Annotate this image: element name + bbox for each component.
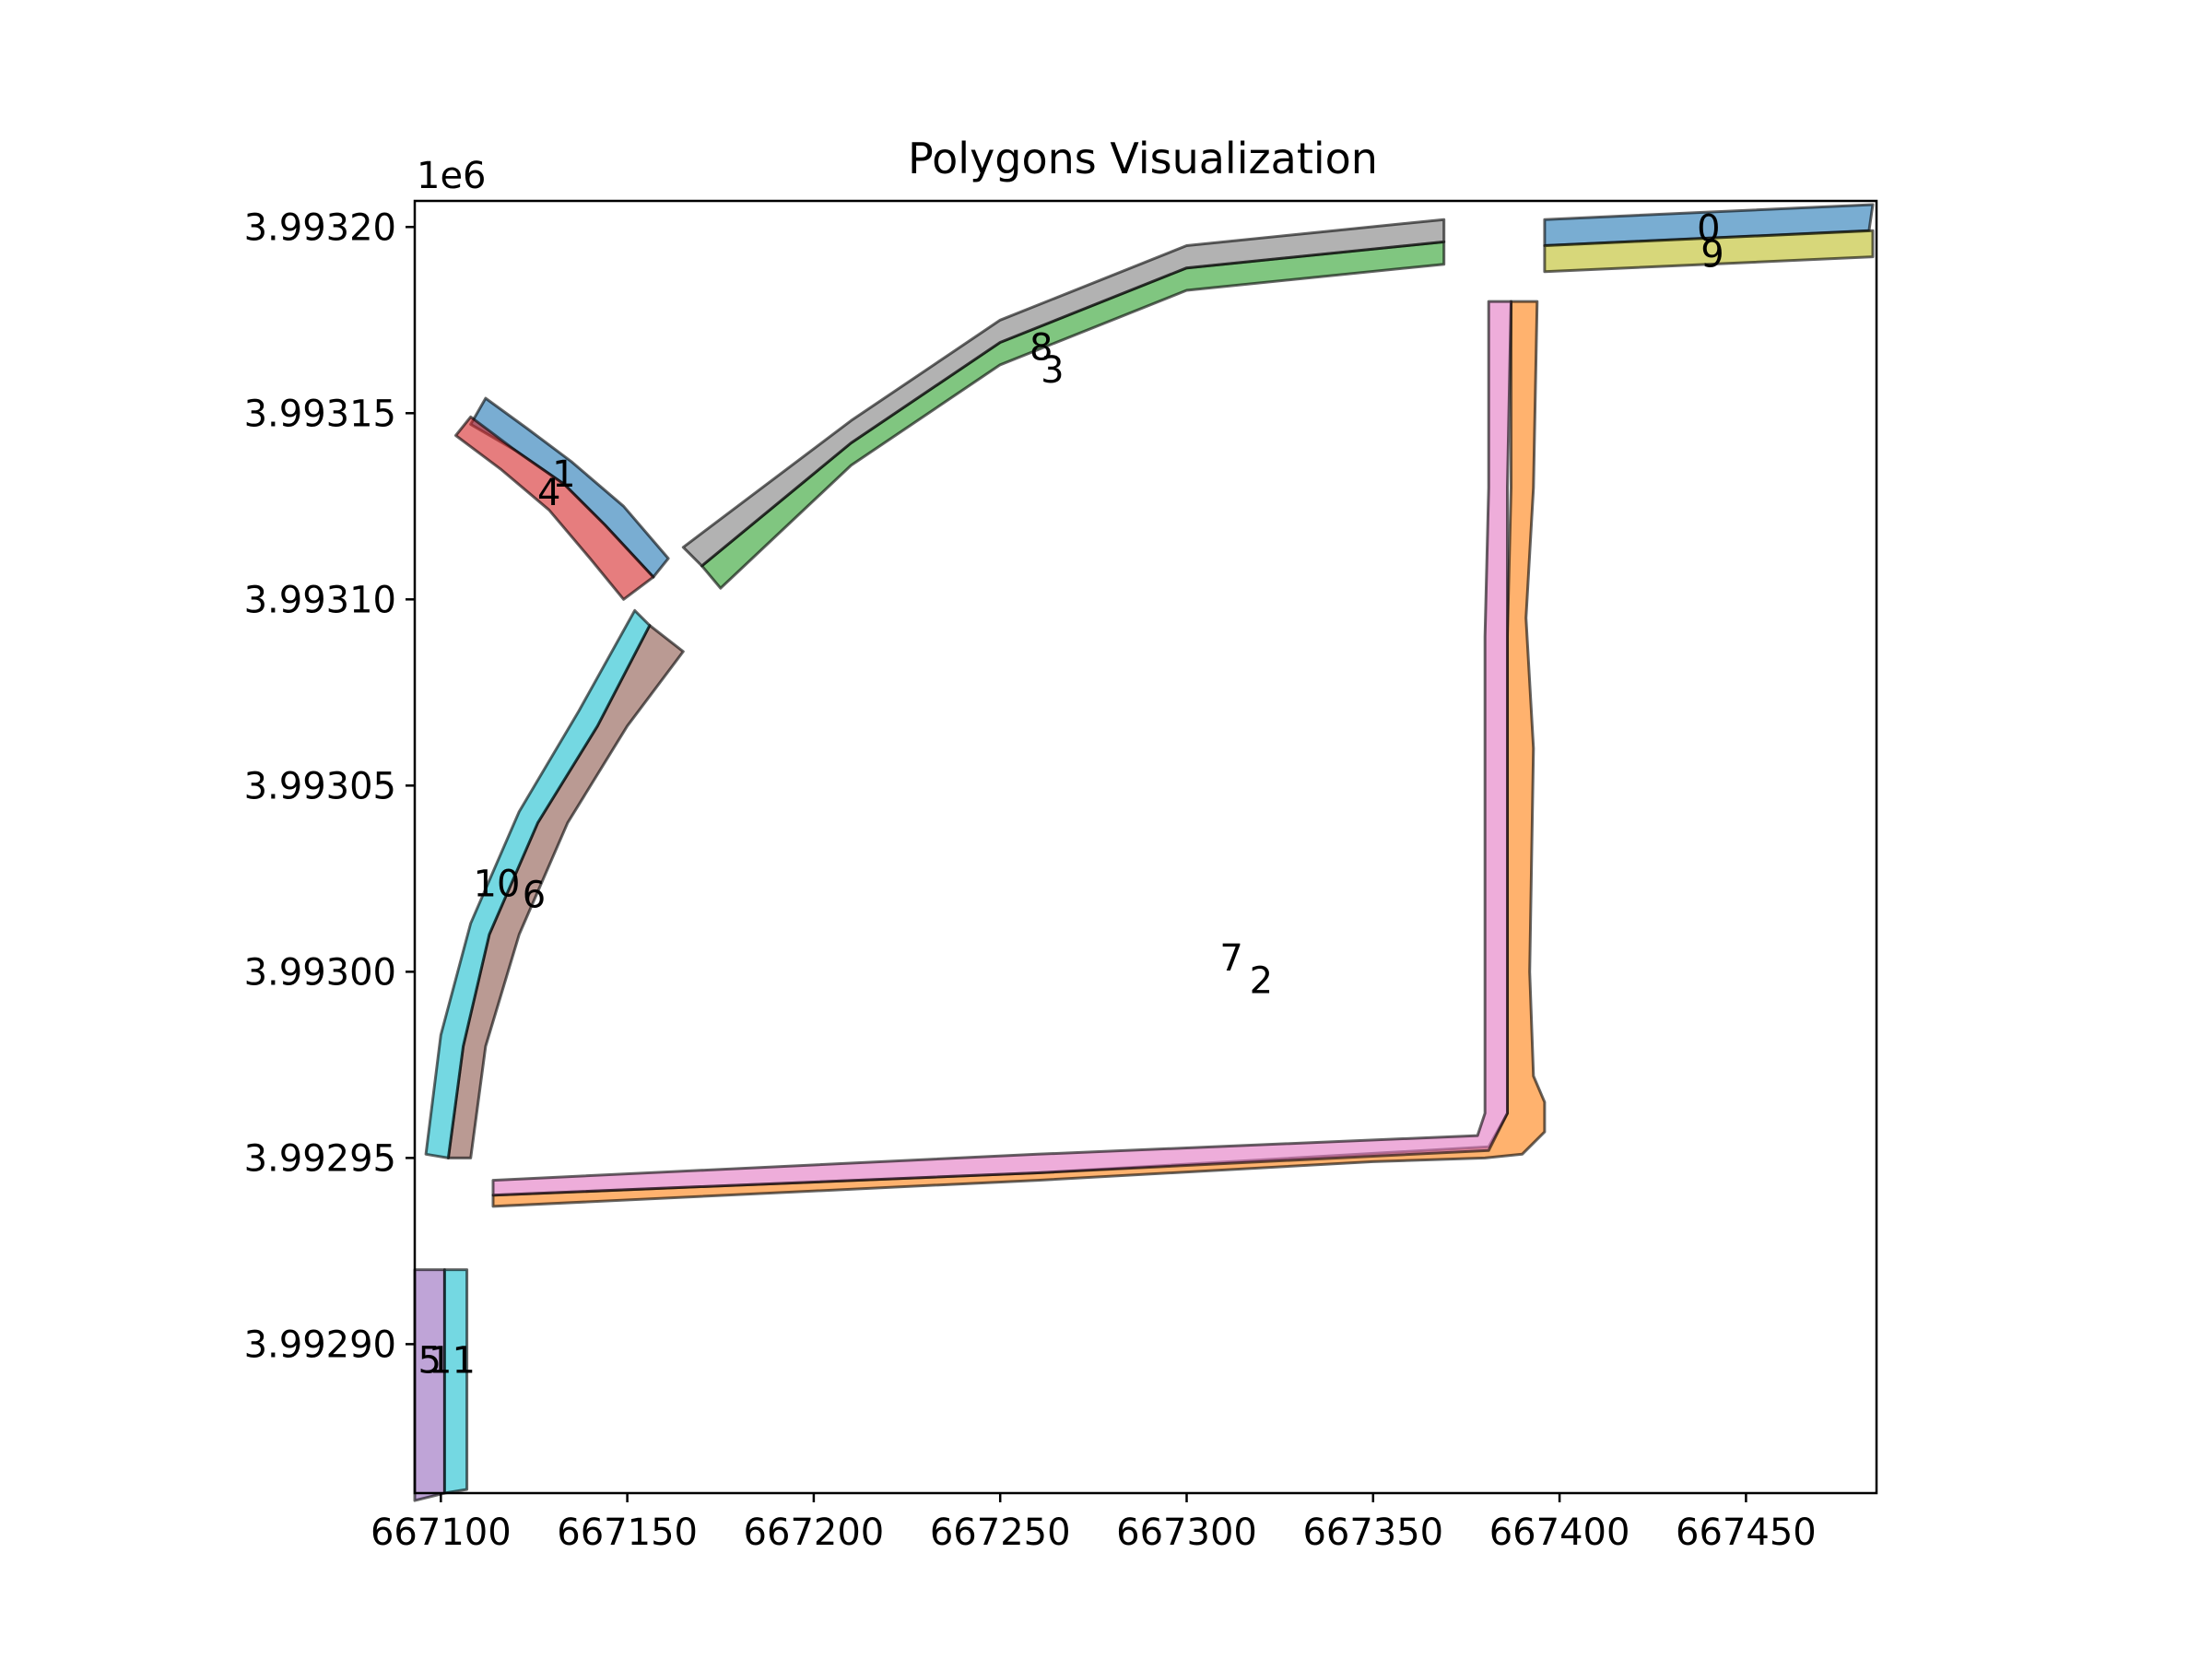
y-tick-label: 3.99290 (244, 1324, 396, 1366)
chart-title: Polygons Visualization (908, 134, 1378, 183)
x-tick-label: 667400 (1489, 1512, 1630, 1554)
plot-frame (413, 199, 1878, 1495)
polygon-layer (413, 203, 1875, 1502)
y-offset-label: 1e6 (417, 155, 487, 197)
polygon-label-5: 5 (418, 1340, 441, 1382)
polygon-label-layer: 0 1 2 3 4 5 6 7 8 9 10 11 (418, 207, 1724, 1382)
polygon-4 (454, 415, 655, 601)
polygon-9 (1543, 229, 1875, 274)
x-tick-label: 667200 (744, 1512, 885, 1554)
x-tick-label: 667150 (557, 1512, 698, 1554)
polygon-label-0: 0 (1697, 207, 1720, 250)
polygon-label-2: 2 (1250, 960, 1273, 1003)
y-tick-label: 3.99305 (244, 765, 396, 807)
polygon-label-6: 6 (523, 875, 546, 917)
polygon-8 (681, 218, 1446, 568)
polygon-label-8: 8 (1030, 327, 1053, 370)
x-axis: 667100 667150 667200 667250 667300 667350 6674… (371, 1493, 1817, 1554)
polygon-2 (491, 300, 1547, 1208)
polygon-label-11: 11 (429, 1340, 476, 1382)
x-tick-label: 667100 (371, 1512, 512, 1554)
y-tick-label: 3.99315 (244, 393, 396, 435)
y-tick-label: 3.99310 (244, 579, 396, 621)
polygon-label-10: 10 (474, 863, 521, 905)
x-tick-label: 667450 (1676, 1512, 1817, 1554)
y-tick-label: 3.99300 (244, 951, 396, 994)
y-axis: 3.99290 3.99295 3.99300 3.99305 3.99310 3.993… (244, 206, 415, 1366)
polygon-5 (413, 1268, 446, 1502)
x-tick-label: 667300 (1116, 1512, 1257, 1554)
x-tick-label: 667250 (930, 1512, 1071, 1554)
polygon-label-7: 7 (1219, 937, 1242, 980)
polygon-10 (424, 608, 652, 1159)
polygon-label-4: 4 (537, 472, 560, 514)
polygon-11 (442, 1268, 469, 1495)
polygon-label-1: 1 (552, 453, 575, 496)
x-tick-label: 667350 (1302, 1512, 1443, 1554)
polygon-label-9: 9 (1700, 234, 1724, 276)
polygon-label-3: 3 (1041, 349, 1064, 392)
y-tick-label: 3.99295 (244, 1137, 396, 1180)
polygon-7 (491, 300, 1512, 1197)
y-tick-label: 3.99320 (244, 206, 396, 249)
